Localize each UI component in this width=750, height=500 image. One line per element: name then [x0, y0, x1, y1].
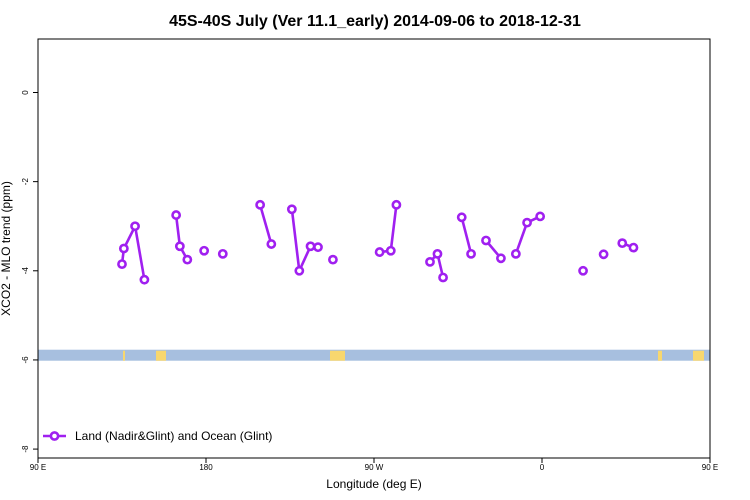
data-point	[456, 212, 467, 223]
data-point	[118, 243, 129, 254]
legend-label: Land (Nadir&Glint) and Ocean (Glint)	[75, 429, 272, 443]
y-tick-label: -8	[21, 445, 30, 453]
data-point	[171, 210, 182, 220]
chart-title: 45S-40S July (Ver 11.1_early) 2014-09-06…	[169, 13, 581, 30]
land-patch	[330, 350, 345, 361]
x-tick-label: 90 E	[702, 463, 718, 472]
y-tick-label: -4	[21, 267, 30, 275]
data-point	[305, 241, 316, 252]
legend: Land (Nadir&Glint) and Ocean (Glint)	[43, 429, 272, 443]
data-point	[294, 265, 305, 276]
series-line	[379, 204, 398, 254]
series-line	[120, 224, 146, 280]
x-tick-label: 180	[199, 463, 213, 472]
land-patch	[123, 350, 125, 361]
data-point	[628, 242, 639, 253]
data-point	[481, 235, 491, 246]
data-point	[130, 221, 140, 232]
data-point	[510, 248, 521, 259]
legend-marker-icon	[49, 431, 60, 441]
x-axis-label: Longitude (deg E)	[326, 477, 421, 491]
data-point	[255, 199, 266, 210]
series-line	[258, 204, 273, 245]
data-point	[174, 241, 185, 252]
data-point	[217, 248, 228, 259]
data-point	[578, 265, 588, 276]
data-point	[328, 254, 338, 265]
data-point	[391, 199, 402, 210]
x-tick-label: 90 E	[30, 463, 46, 472]
plot-area: 90 E 180 90 W 0 90 E 0 -2 -4 -6 -8	[21, 38, 718, 472]
data-point	[139, 274, 150, 285]
data-point	[496, 253, 506, 264]
data-point	[313, 242, 323, 253]
land-patch	[693, 350, 704, 361]
y-axis-label: XCO2 - MLO trend (ppm)	[0, 181, 13, 316]
series-line	[174, 214, 189, 261]
data-point	[425, 256, 435, 267]
data-point	[432, 248, 443, 259]
y-tick-label: -6	[21, 356, 30, 364]
data-point	[438, 272, 448, 283]
data-point	[374, 247, 385, 257]
x-tick-label: 0	[540, 463, 545, 472]
ocean-band	[38, 349, 710, 361]
data-point	[598, 249, 609, 260]
data-point	[182, 254, 193, 265]
y-tick-label: -2	[21, 178, 30, 186]
data-point	[385, 245, 396, 256]
data-point	[466, 248, 476, 259]
data-point	[535, 211, 546, 222]
data-point	[117, 259, 127, 270]
land-patch	[156, 350, 166, 361]
data-point	[286, 204, 297, 215]
data-point	[266, 239, 277, 249]
data-point	[522, 217, 532, 228]
data-point	[617, 238, 628, 249]
data-point	[199, 245, 210, 256]
y-tick-label: 0	[21, 90, 30, 95]
x-tick-label: 90 W	[365, 463, 384, 472]
series-line	[290, 209, 319, 273]
land-patch	[658, 350, 662, 361]
series-line	[460, 216, 473, 255]
